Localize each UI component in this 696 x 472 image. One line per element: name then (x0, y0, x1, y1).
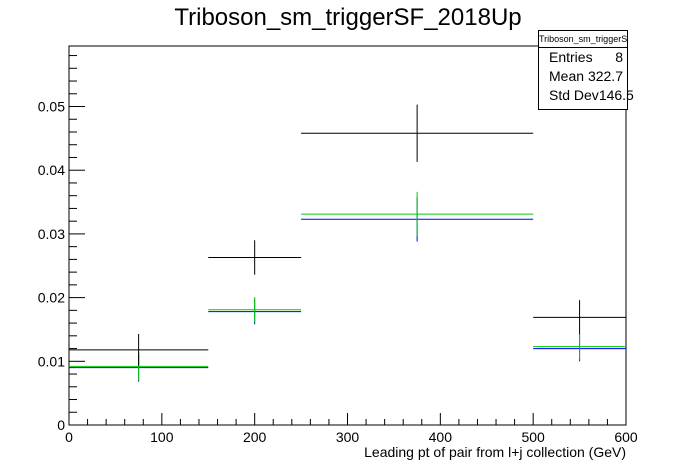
y-axis-ticks: 0 0.01 0.02 0.03 0.04 0.05 (38, 55, 85, 433)
x-tick-label: 600 (614, 429, 638, 445)
x-tick-label: 100 (150, 429, 174, 445)
statbox-row-entries: Entries 8 (539, 48, 627, 67)
x-tick-label: 200 (243, 429, 267, 445)
statistics-box: Triboson_sm_triggerSF_2018Up Entries 8 M… (538, 30, 634, 110)
chart-title: Triboson_sm_triggerSF_2018Up (174, 4, 522, 31)
y-tick-label: 0 (57, 417, 65, 433)
y-tick-label: 0.05 (38, 99, 65, 115)
statbox-title: Triboson_sm_triggerSF_2018Up (539, 31, 627, 48)
y-tick-label: 0.04 (38, 162, 65, 178)
x-tick-label: 0 (65, 429, 73, 445)
statbox-value: 146.5 (598, 87, 634, 103)
statbox-row-mean: Mean 322.7 (539, 67, 627, 86)
y-tick-label: 0.03 (38, 226, 65, 242)
statbox-label: Std Dev (549, 87, 599, 103)
statbox-label: Mean (549, 68, 585, 84)
x-tick-label: 500 (521, 429, 545, 445)
x-tick-label: 400 (429, 429, 453, 445)
y-tick-label: 0.02 (38, 290, 65, 306)
statbox-label: Entries (549, 49, 593, 65)
x-axis-ticks: 0 100 200 300 400 500 600 (65, 413, 638, 445)
statbox-row-stddev: Std Dev 146.5 (539, 86, 634, 105)
statbox-value: 8 (615, 49, 623, 65)
x-axis-label: Leading pt of pair from l+j collection (… (364, 444, 626, 460)
histogram-series (69, 104, 626, 382)
statbox-value: 322.7 (587, 68, 623, 84)
y-tick-label: 0.01 (38, 353, 65, 369)
x-tick-label: 300 (336, 429, 360, 445)
